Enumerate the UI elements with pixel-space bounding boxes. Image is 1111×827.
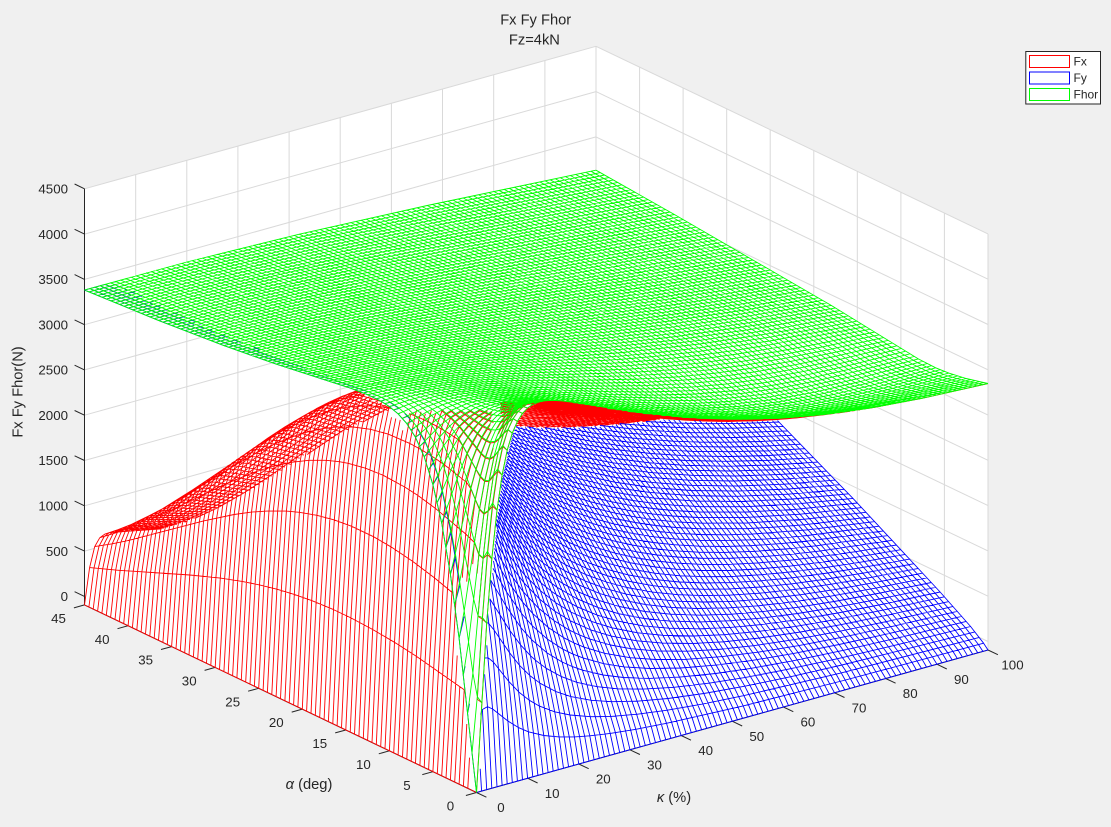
svg-text:50: 50 [749, 729, 764, 744]
svg-text:Fz=4kN: Fz=4kN [509, 32, 560, 48]
svg-text:500: 500 [46, 544, 68, 559]
svg-text:15: 15 [312, 736, 327, 751]
svg-text:2500: 2500 [38, 363, 68, 378]
svg-text:35: 35 [138, 653, 153, 668]
svg-text:90: 90 [954, 672, 969, 687]
svg-text:Fhor: Fhor [1074, 88, 1099, 102]
svg-text:0: 0 [61, 589, 68, 604]
svg-text:10: 10 [356, 757, 371, 772]
svg-text:60: 60 [801, 715, 816, 730]
svg-text:100: 100 [1001, 658, 1023, 673]
svg-text:α (deg): α (deg) [286, 777, 333, 793]
svg-text:Fx Fy Fhor(N): Fx Fy Fhor(N) [11, 346, 27, 437]
svg-text:3000: 3000 [38, 317, 68, 332]
svg-text:3500: 3500 [38, 272, 68, 287]
svg-text:25: 25 [225, 694, 240, 709]
svg-text:4500: 4500 [38, 182, 68, 197]
svg-text:20: 20 [596, 772, 611, 787]
svg-text:20: 20 [269, 715, 284, 730]
svg-text:40: 40 [698, 743, 713, 758]
svg-text:5: 5 [403, 778, 410, 793]
svg-text:κ (%): κ (%) [657, 790, 691, 806]
svg-text:Fy: Fy [1074, 71, 1087, 85]
svg-text:30: 30 [647, 758, 662, 773]
svg-text:1000: 1000 [38, 499, 68, 514]
svg-text:10: 10 [545, 786, 560, 801]
svg-text:1500: 1500 [38, 453, 68, 468]
svg-text:2000: 2000 [38, 408, 68, 423]
svg-text:4000: 4000 [38, 227, 68, 242]
svg-text:45: 45 [51, 611, 66, 626]
svg-text:70: 70 [852, 701, 867, 716]
svg-text:30: 30 [182, 674, 197, 689]
svg-text:Fx Fy Fhor: Fx Fy Fhor [500, 12, 571, 28]
svg-text:Fx: Fx [1074, 55, 1087, 69]
svg-text:80: 80 [903, 686, 918, 701]
svg-text:40: 40 [95, 632, 110, 647]
svg-text:0: 0 [447, 799, 454, 814]
svg-text:0: 0 [497, 800, 504, 815]
